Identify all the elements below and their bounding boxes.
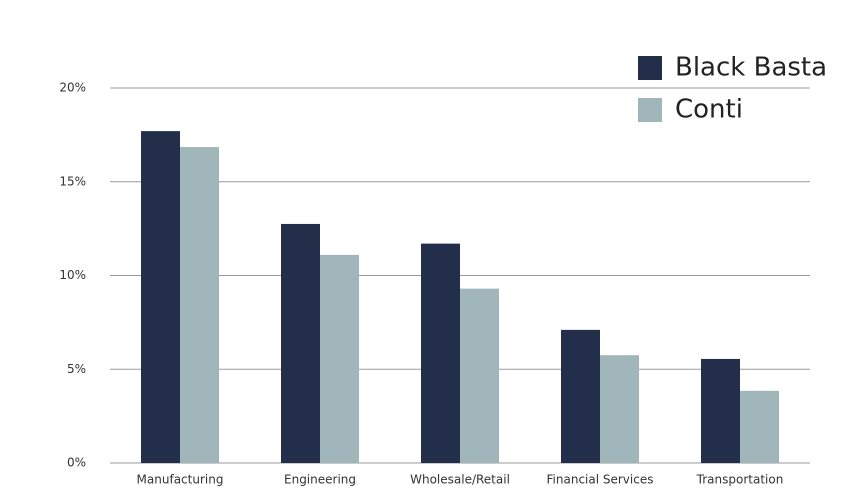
y-tick-label: 0% [67, 456, 86, 470]
x-tick-label: Transportation [696, 473, 784, 487]
bar [180, 147, 219, 463]
bar [320, 254, 359, 463]
legend-swatch [638, 98, 662, 122]
x-tick-label: Wholesale/Retail [410, 473, 510, 487]
y-tick-label: 15% [59, 174, 86, 188]
x-tick-label: Manufacturing [137, 473, 224, 487]
bar [740, 390, 779, 463]
bar [460, 288, 499, 463]
y-tick-label: 10% [59, 268, 86, 282]
y-tick-label: 5% [67, 362, 86, 376]
x-tick-label: Financial Services [547, 473, 654, 487]
bar [561, 329, 600, 463]
bar [600, 355, 639, 463]
bar [141, 131, 180, 463]
legend-label: Black Basta [675, 53, 827, 83]
legend-swatch [638, 56, 662, 80]
y-tick-label: 20% [59, 81, 86, 95]
x-tick-label: Engineering [284, 473, 356, 487]
legend-label: Conti [675, 95, 743, 125]
bar [421, 243, 460, 463]
bar [281, 223, 320, 463]
bar [701, 358, 740, 463]
